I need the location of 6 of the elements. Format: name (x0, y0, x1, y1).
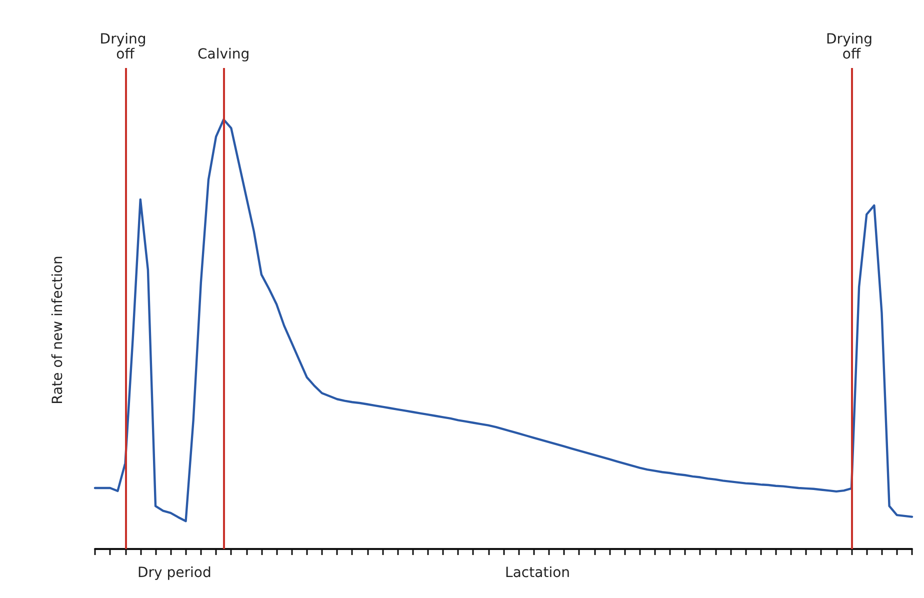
y-axis-title: Rate of new infection (50, 256, 66, 404)
text: Calving (198, 46, 250, 62)
text: Drying off (826, 32, 877, 62)
text: Lactation (505, 565, 570, 581)
text: Dry period (137, 565, 212, 581)
text: Drying off (100, 32, 151, 62)
